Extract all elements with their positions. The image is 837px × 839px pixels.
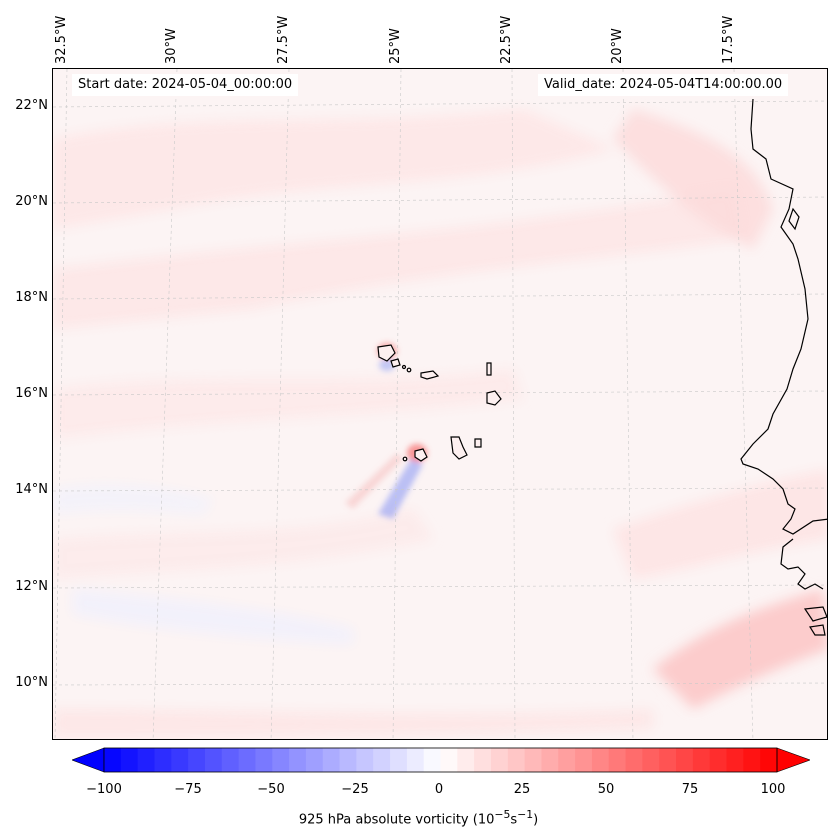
colorbar-tick-25: 25 xyxy=(513,782,531,797)
colorbar-tick-50: 50 xyxy=(597,782,615,797)
colorbar-segment xyxy=(423,748,441,772)
colorbar-tick-75: 75 xyxy=(681,782,699,797)
colorbar-segment xyxy=(692,748,711,772)
colorbar-segment xyxy=(356,748,374,772)
colorbar-min-arrow xyxy=(72,747,105,773)
colorbar-segment xyxy=(272,748,290,772)
lon-label-20w: 20°W xyxy=(610,28,625,64)
colorbar-segment xyxy=(676,748,694,772)
colorbar-segment xyxy=(154,748,172,772)
colorbar-segment xyxy=(608,748,627,772)
coastline xyxy=(740,98,827,636)
colorbar-segment xyxy=(289,748,307,772)
colorbar-segment xyxy=(591,748,610,772)
colorbar xyxy=(72,747,810,773)
colorbar-tick-0: 0 xyxy=(434,782,444,797)
colorbar-tick-neg100: −100 xyxy=(86,782,122,797)
vorticity-shading xyxy=(53,109,827,737)
colorbar-segment xyxy=(238,748,256,772)
colorbar-label: 925 hPa absolute vorticity (10−5s−1) xyxy=(298,808,539,828)
valid-date-label: Valid_date: 2024-05-04T14:00:00.00 xyxy=(538,74,789,96)
lon-label-30w: 30°W xyxy=(164,28,179,64)
map-panel[interactable] xyxy=(52,68,828,740)
colorbar-segment xyxy=(255,748,273,772)
colorbar-segment xyxy=(625,748,643,772)
colorbar-segment xyxy=(305,748,324,772)
lon-label-25w: 25°W xyxy=(388,28,403,64)
colorbar-segment xyxy=(322,748,341,772)
colorbar-segment xyxy=(373,748,391,772)
colorbar-segment xyxy=(204,748,223,772)
colorbar-segment xyxy=(171,748,189,772)
colorbar-segment xyxy=(390,748,408,772)
lon-label-22-5w: 22.5°W xyxy=(499,15,514,64)
colorbar-segment xyxy=(474,748,492,772)
lat-label-12n: 12°N xyxy=(15,579,48,594)
colorbar-segment xyxy=(406,748,425,772)
colorbar-segment xyxy=(120,748,139,772)
colorbar-tick-neg25: −25 xyxy=(341,782,369,797)
colorbar-segment xyxy=(760,748,778,772)
colorbar-segment xyxy=(457,748,475,772)
colorbar-segment xyxy=(726,748,744,772)
colorbar-segment xyxy=(743,748,761,772)
lon-label-17-5w: 17.5°W xyxy=(721,15,736,64)
lat-label-10n: 10°N xyxy=(15,675,48,690)
colorbar-tick-neg50: −50 xyxy=(257,782,285,797)
colorbar-segment xyxy=(137,748,155,772)
colorbar-segment xyxy=(659,748,677,772)
colorbar-tick-100: 100 xyxy=(760,782,786,797)
colorbar-segment xyxy=(709,748,728,772)
colorbar-segment xyxy=(541,748,559,772)
islands xyxy=(377,344,502,462)
colorbar-outline xyxy=(103,747,778,773)
colorbar-segment xyxy=(339,748,357,772)
lat-label-18n: 18°N xyxy=(15,290,48,305)
colorbar-segment xyxy=(221,748,240,772)
lon-label-32-5w: 32.5°W xyxy=(54,15,69,64)
colorbar-segment xyxy=(440,748,458,772)
colorbar-segment xyxy=(188,748,206,772)
lat-label-16n: 16°N xyxy=(15,386,48,401)
colorbar-tick-neg75: −75 xyxy=(174,782,202,797)
colorbar-segment xyxy=(575,748,593,772)
colorbar-segment xyxy=(558,748,576,772)
start-date-label: Start date: 2024-05-04_00:00:00 xyxy=(72,74,299,96)
colorbar-segment xyxy=(642,748,660,772)
lat-label-14n: 14°N xyxy=(15,482,48,497)
colorbar-segment xyxy=(524,748,542,772)
graticule xyxy=(53,69,827,739)
lon-label-27-5w: 27.5°W xyxy=(276,15,291,64)
colorbar-segment xyxy=(507,748,526,772)
colorbar-segment xyxy=(104,748,122,772)
colorbar-max-arrow xyxy=(776,747,810,773)
vorticity-map xyxy=(53,69,827,739)
colorbar-segment xyxy=(490,748,509,772)
lat-label-20n: 20°N xyxy=(15,194,48,209)
lat-label-22n: 22°N xyxy=(15,98,48,113)
